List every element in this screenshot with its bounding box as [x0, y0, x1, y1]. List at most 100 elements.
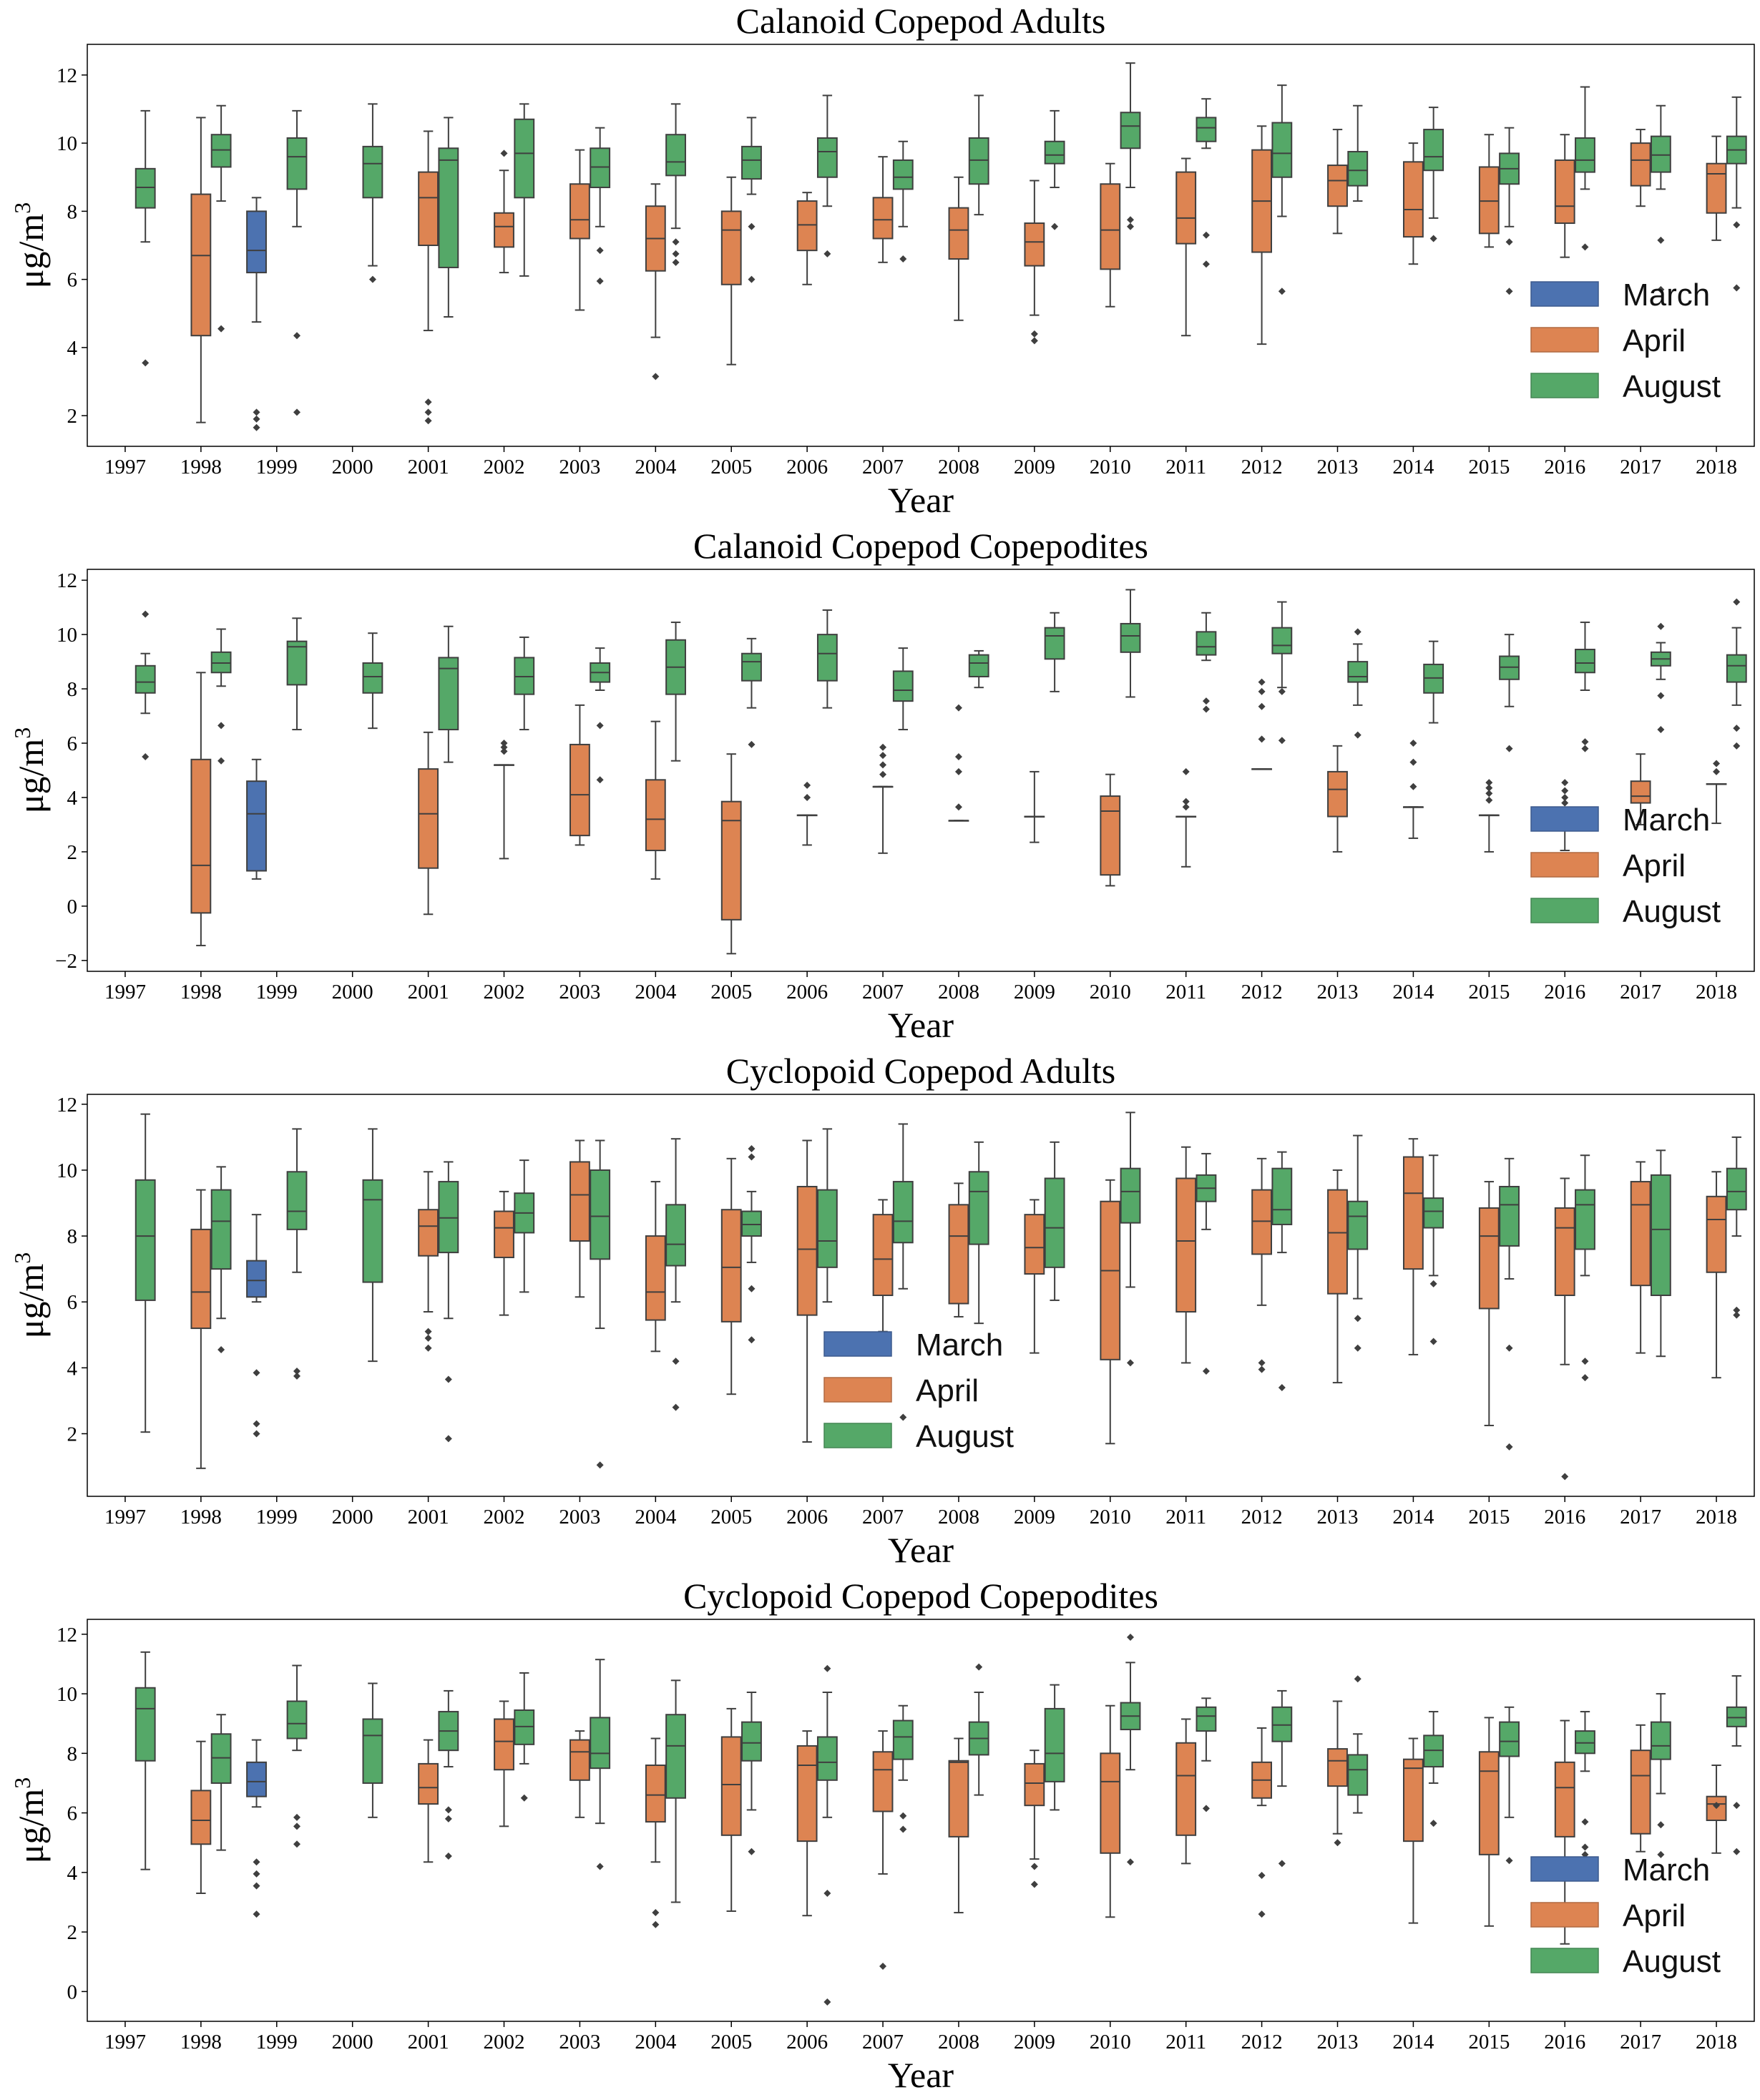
legend-swatch-march: [1530, 806, 1599, 832]
box-body: [796, 1185, 818, 1316]
box-april-2017: [1630, 1724, 1651, 1853]
x-tick-label: 2007: [862, 1506, 904, 1529]
flier-point: [1485, 784, 1493, 792]
box-august-2002: [514, 1672, 535, 1802]
box-august-2017: [1650, 104, 1671, 293]
box-august-2006: [816, 609, 838, 709]
legend-swatch-august: [1530, 1948, 1599, 1973]
box-april-2015: [1478, 779, 1500, 853]
x-tick-label: 2006: [786, 981, 828, 1004]
x-tick-label: 2007: [862, 2031, 904, 2054]
box-body: [190, 1790, 212, 1845]
x-tick-label: 2010: [1090, 1506, 1131, 1529]
y-tick-label: 10: [57, 1159, 77, 1182]
legend-swatch-august: [823, 1423, 892, 1448]
flier-point: [1258, 1365, 1266, 1373]
box-august-2005: [741, 637, 762, 748]
flier-point: [823, 250, 831, 257]
box-body: [872, 1751, 894, 1812]
flier-point: [672, 1358, 680, 1365]
flier-point: [1429, 235, 1437, 242]
flier-point: [672, 1403, 680, 1411]
legend: March April August: [1530, 278, 1721, 404]
flier-point: [217, 757, 225, 765]
box-body: [246, 210, 267, 274]
flier-point: [1278, 1860, 1286, 1868]
box-body: [590, 1717, 611, 1770]
legend-label-august: August: [916, 1419, 1014, 1454]
box-body: [1630, 142, 1651, 187]
box-april-2015: [1478, 1181, 1500, 1426]
box-body: [1650, 1721, 1671, 1760]
x-tick-label: 2000: [332, 1506, 373, 1529]
y-axis-label-main: μg/m: [11, 739, 51, 814]
flier-point: [954, 753, 962, 761]
y-tick-label: 6: [67, 1291, 78, 1314]
flier-point: [1485, 796, 1493, 804]
chart-title: Cyclopoid Copepod Adults: [726, 1051, 1115, 1091]
box-body: [720, 800, 742, 921]
box-august-2007: [892, 647, 914, 731]
flier-point: [1354, 1344, 1361, 1352]
box-august-2012: [1271, 1151, 1293, 1391]
box-april-2018: [1706, 1171, 1727, 1379]
box-body: [816, 1189, 838, 1268]
box-august-2012: [1271, 601, 1293, 745]
box-april-2015: [1478, 134, 1500, 248]
legend-label-august: August: [1623, 1944, 1721, 1979]
flier-point: [672, 238, 680, 246]
flier-point: [1258, 1872, 1266, 1880]
box-august-2014: [1423, 640, 1444, 724]
x-tick-label: 1997: [104, 981, 146, 1004]
flier-point: [500, 149, 508, 157]
box-body: [1100, 795, 1121, 876]
box-april-2010: [1100, 1704, 1121, 1918]
x-tick-label: 2013: [1317, 2031, 1359, 2054]
x-tick-label: 2017: [1620, 1506, 1661, 1529]
x-tick-label: 2011: [1165, 1506, 1206, 1529]
x-tick-label: 2015: [1468, 1506, 1510, 1529]
flier-point: [293, 408, 301, 416]
box-body: [1044, 1177, 1065, 1268]
box-april-2008: [948, 1737, 969, 1914]
flier-point: [253, 1420, 260, 1428]
box-april-1998: [190, 1189, 212, 1469]
box-august-2002: [514, 103, 535, 277]
legend-label-april: April: [1623, 1898, 1686, 1933]
box-body: [135, 1687, 156, 1762]
box-august-2003: [590, 127, 611, 285]
legend-label-march: March: [916, 1328, 1003, 1363]
flier-point: [253, 1882, 260, 1890]
flier-point: [1505, 238, 1513, 246]
flier-point: [1051, 222, 1059, 230]
flier-point: [1485, 790, 1493, 798]
flier-point: [1202, 697, 1210, 705]
flier-point: [1561, 1473, 1569, 1481]
box-april-2009: [1024, 770, 1045, 843]
box-august-2013: [1347, 104, 1369, 202]
x-tick-label: 2005: [710, 2031, 752, 2054]
box-body: [1044, 140, 1065, 165]
box-body: [1347, 1200, 1369, 1250]
flier-point: [596, 278, 604, 285]
x-tick-label: 1999: [256, 456, 298, 479]
flier-point: [823, 1664, 831, 1672]
box-august-2015: [1499, 634, 1520, 752]
legend: March April August: [1530, 803, 1721, 929]
flier-point: [1713, 1802, 1721, 1810]
y-axis-label-superscript: 3: [9, 1252, 35, 1264]
box-body: [1327, 1748, 1348, 1787]
x-tick-label: 1997: [104, 456, 146, 479]
flier-point: [293, 1813, 301, 1821]
flier-point: [879, 761, 887, 769]
box-body: [418, 1762, 439, 1805]
box-august-2010: [1120, 1112, 1141, 1367]
box-august-2012: [1271, 1689, 1293, 1868]
legend-swatch-march: [823, 1331, 892, 1357]
box-april-2012: [1251, 125, 1273, 345]
box-april-2016: [1554, 134, 1575, 258]
flier-point: [1657, 1850, 1665, 1858]
box-august-2008: [968, 94, 989, 216]
x-tick-label: 2000: [332, 981, 373, 1004]
box-august-2010: [1120, 589, 1141, 698]
